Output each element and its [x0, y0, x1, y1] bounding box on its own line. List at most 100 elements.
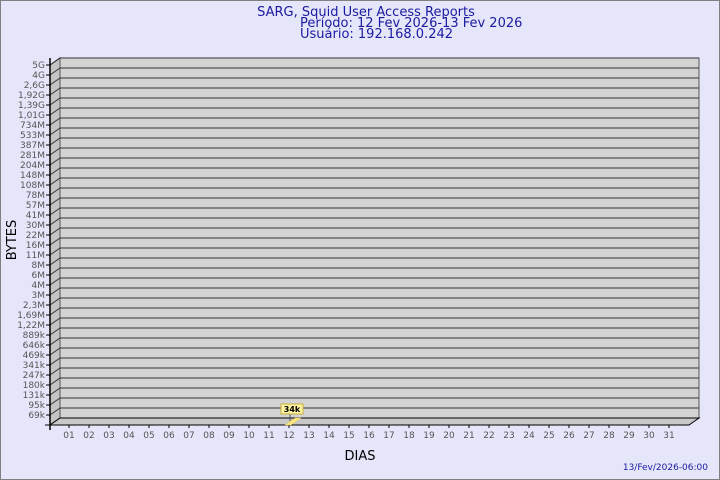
y-tick-label: 16M: [26, 241, 45, 251]
x-tick-label: 13: [303, 431, 314, 441]
x-tick-label: 30: [643, 431, 655, 441]
grid-line-side: [49, 387, 61, 396]
x-tick-label: 11: [263, 431, 274, 441]
grid-line-side: [49, 247, 61, 256]
chart-subtitle-user: Usuário: 192.168.0.242: [300, 27, 453, 42]
y-tick-label: 78M: [26, 191, 45, 201]
grid-line-side: [49, 67, 61, 76]
grid-line-side: [49, 97, 61, 106]
grid-line-side: [49, 87, 61, 96]
y-tick-label: 889k: [23, 331, 46, 341]
x-tick-label: 22: [483, 431, 494, 441]
grid-line-side: [49, 167, 61, 176]
grid-line-side: [49, 187, 61, 196]
grid-line-side: [49, 217, 61, 226]
y-tick-label: 180k: [23, 381, 46, 391]
x-tick-label: 19: [423, 431, 435, 441]
x-tick-label: 16: [363, 431, 375, 441]
y-tick-label: 131k: [23, 391, 46, 401]
grid-line-side: [49, 347, 61, 356]
grid-line-side: [49, 107, 61, 116]
grid-line-side: [49, 327, 61, 336]
grid-line-side: [49, 197, 61, 206]
y-tick-label: 22M: [26, 231, 45, 241]
y-tick-label: 148M: [20, 171, 45, 181]
y-tick-label: 8M: [32, 261, 46, 271]
x-tick-label: 07: [183, 431, 194, 441]
x-tick-label: 17: [383, 431, 394, 441]
y-tick-label: 11M: [26, 251, 45, 261]
x-tick-label: 14: [323, 431, 335, 441]
grid-line-side: [49, 377, 61, 386]
data-label-box: [280, 403, 304, 415]
grid-line-side: [49, 287, 61, 296]
y-tick-label: 281M: [20, 151, 45, 161]
y-tick-label: 5G: [32, 61, 45, 71]
data-label: 34k: [284, 405, 301, 414]
grid-line-side: [49, 127, 61, 136]
grid-line-side: [49, 337, 61, 346]
grid-line-side: [49, 147, 61, 156]
x-tick-label: 26: [563, 431, 575, 441]
x-tick-label: 15: [343, 431, 354, 441]
y-tick-label: 533M: [20, 131, 45, 141]
grid-line-side: [49, 317, 61, 326]
x-tick-label: 08: [203, 431, 215, 441]
floor: [48, 417, 701, 426]
y-tick-label: 41M: [26, 211, 45, 221]
grid-line-side: [49, 227, 61, 236]
x-axis-label: DIAS: [345, 449, 376, 464]
x-tick-label: 29: [623, 431, 635, 441]
grid-line-side: [49, 297, 61, 306]
y-tick-label: 4G: [32, 71, 45, 81]
grid-line-side: [49, 277, 61, 286]
grid-line-side: [49, 57, 61, 66]
y-tick-label: 1,69M: [17, 311, 45, 321]
grid-line-side: [49, 177, 61, 186]
x-tick-label: 23: [503, 431, 514, 441]
x-tick-label: 02: [83, 431, 94, 441]
grid-line-side: [49, 157, 61, 166]
y-tick-label: 247k: [23, 371, 46, 381]
x-tick-label: 09: [223, 431, 235, 441]
x-tick-label: 01: [63, 431, 74, 441]
x-tick-label: 10: [243, 431, 255, 441]
y-tick-label: 1,39G: [18, 101, 45, 111]
grid-line-side: [49, 77, 61, 86]
x-tick-label: 24: [523, 431, 535, 441]
report-timestamp: 13/Fev/2026-06:00: [623, 463, 708, 473]
x-tick-label: 12: [283, 431, 294, 441]
grid-line-side: [49, 137, 61, 146]
x-tick-label: 04: [123, 431, 135, 441]
grid-line-side: [49, 307, 61, 316]
grid-line-side: [49, 357, 61, 366]
x-tick-label: 20: [443, 431, 455, 441]
x-tick-label: 28: [603, 431, 615, 441]
x-tick-label: 21: [463, 431, 474, 441]
y-tick-label: 6M: [32, 271, 46, 281]
grid-line-side: [49, 397, 61, 406]
grid-line-side: [49, 117, 61, 126]
y-tick-label: 95k: [28, 401, 45, 411]
x-tick-label: 18: [403, 431, 415, 441]
y-tick-label: 734M: [20, 121, 45, 131]
grid-line-side: [49, 257, 61, 266]
y-tick-label: 387M: [20, 141, 45, 151]
grid-line-side: [49, 267, 61, 276]
y-tick-label: 1,22M: [17, 321, 45, 331]
y-tick-label: 204M: [20, 161, 45, 171]
y-tick-label: 57M: [26, 201, 45, 211]
y-tick-label: 3M: [32, 291, 46, 301]
y-tick-label: 469k: [23, 351, 46, 361]
y-tick-label: 4M: [32, 281, 46, 291]
chart-title: SARG, Squid User Access Reports: [257, 5, 475, 20]
x-tick-label: 27: [583, 431, 594, 441]
grid-line-side: [49, 407, 61, 416]
y-tick-label: 1,92G: [18, 91, 45, 101]
grid-line-side: [49, 207, 61, 216]
y-tick-label: 2,3M: [23, 301, 45, 311]
y-tick-label: 108M: [20, 181, 45, 191]
y-tick-label: 341k: [23, 361, 46, 371]
x-tick-label: 25: [543, 431, 554, 441]
